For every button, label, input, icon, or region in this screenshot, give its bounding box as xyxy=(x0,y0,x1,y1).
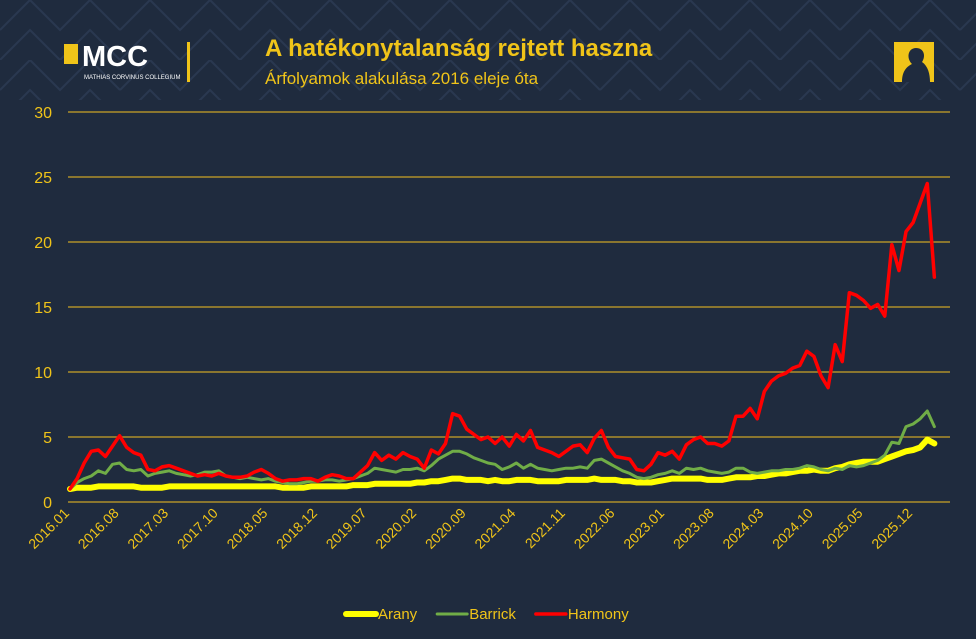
series-line xyxy=(67,436,938,492)
logo-subtitle: MATHIAS CORVINUS COLLEGIUM xyxy=(84,75,180,81)
legend-label: Harmony xyxy=(568,606,629,623)
y-tick-label: 20 xyxy=(34,235,52,252)
header-pattern xyxy=(0,0,976,100)
y-tick-label: 10 xyxy=(34,365,52,382)
y-tick-label: 30 xyxy=(34,105,52,122)
legend-label: Barrick xyxy=(469,606,516,623)
icon-figure xyxy=(902,48,930,82)
series-line xyxy=(68,409,936,491)
legend: Arany Barrick Harmony xyxy=(343,606,629,623)
logo-text: MCC xyxy=(82,41,148,73)
y-tick-label: 15 xyxy=(34,300,52,317)
legend-label: Arany xyxy=(378,606,418,623)
logo-divider xyxy=(187,42,190,82)
chart-subtitle: Árfolyamok alakulása 2016 eleje óta xyxy=(265,69,539,88)
logo: MCC MATHIAS CORVINUS COLLEGIUM xyxy=(64,41,190,82)
series-line xyxy=(68,181,937,491)
chart-title: A hatékonytalanság rejtett haszna xyxy=(265,35,653,62)
y-tick-label: 0 xyxy=(43,495,52,512)
portrait-icon xyxy=(894,42,934,82)
y-tick-label: 25 xyxy=(34,170,52,187)
y-tick-label: 5 xyxy=(43,430,52,447)
logo-icon xyxy=(64,44,78,64)
